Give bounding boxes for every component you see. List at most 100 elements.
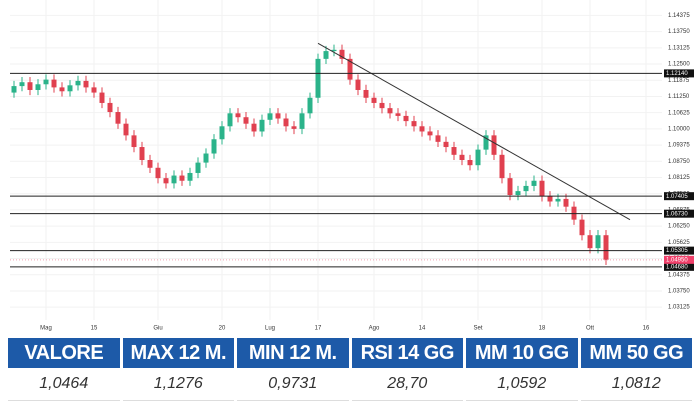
candle-body (211, 139, 217, 154)
chart: 1.14375 1.13750 1.13125 1.12500 1.11875 1.112… (10, 0, 694, 332)
candle-body (147, 160, 153, 168)
candle-body (171, 175, 177, 184)
level-label: 1.05305 (666, 248, 688, 254)
candle-body (67, 85, 73, 92)
candle-body (547, 196, 553, 202)
y-tick-label: 1.10000 (668, 126, 690, 132)
candle-body (603, 235, 609, 260)
candle-body (51, 79, 57, 88)
x-tick-label: Ago (369, 326, 380, 332)
y-tick-label: 1.13125 (668, 45, 690, 51)
candle-body (259, 119, 265, 132)
y-tick-label: 1.10625 (668, 110, 690, 116)
x-tick-label: Mag (40, 326, 52, 332)
candle-body (427, 131, 433, 136)
value-cell: 0,9731 (237, 368, 349, 401)
candle-body (195, 162, 201, 173)
last-price-box (664, 255, 694, 264)
candle-body (35, 84, 41, 90)
level-label: 1.04680 (666, 264, 688, 270)
candle-body (411, 121, 417, 127)
stats-table: VALORE MAX 12 M. MIN 12 M. RSI 14 GG MM 10 G… (8, 338, 692, 401)
y-tick-label: 1.12500 (668, 62, 690, 68)
candle-body (595, 235, 601, 249)
candle-body (587, 235, 593, 249)
last-price-label: 1.04950 (666, 257, 688, 263)
x-tick-label: 15 (91, 326, 98, 332)
candle-body (483, 135, 489, 150)
x-tick-label: 18 (539, 326, 546, 332)
candle-body (315, 58, 321, 98)
candle-body (523, 185, 529, 192)
candle-body (555, 198, 561, 202)
candle-body (283, 118, 289, 127)
candle-body (107, 102, 113, 113)
value-cell: 1,1276 (122, 368, 234, 401)
y-tick-label: 1.08125 (668, 175, 690, 181)
candle-body (371, 97, 377, 103)
candle-body (323, 51, 329, 59)
candle-body (123, 123, 129, 136)
level-label-box (664, 262, 694, 271)
level-label: 1.07405 (666, 194, 688, 200)
candle-body (251, 123, 257, 132)
candle-body (179, 175, 185, 181)
level-label-box (664, 69, 694, 78)
candle-body (539, 180, 545, 197)
x-tick-label: 17 (315, 326, 322, 332)
level-label-box (664, 209, 694, 218)
level-label: 1.06730 (666, 211, 688, 217)
value-cell: 28,70 (351, 368, 463, 401)
header-cell: VALORE (8, 338, 120, 368)
candle-body (499, 154, 505, 179)
candle-body (435, 135, 441, 142)
candle-body (203, 153, 209, 163)
candle-body (11, 86, 17, 93)
candle-body (19, 82, 25, 87)
level-label-box (664, 192, 694, 201)
header-cell: MAX 12 M. (122, 338, 234, 368)
candle-body (307, 97, 313, 114)
candle-body (347, 58, 353, 80)
header-cell: MM 50 GG (580, 338, 692, 368)
header-cell: MIN 12 M. (237, 338, 349, 368)
y-tick-label: 1.04375 (668, 272, 690, 278)
candle-body (355, 79, 361, 90)
value-cell: 1,0812 (580, 368, 692, 401)
candle-body (531, 180, 537, 186)
candle-body (187, 172, 193, 181)
y-tick-label: 1.03750 (668, 289, 690, 295)
candle-body (155, 167, 161, 179)
level-label-box (664, 246, 694, 255)
x-tick-label: 20 (219, 326, 226, 332)
y-tick-label: 1.09375 (668, 143, 690, 149)
candle-body (459, 154, 465, 160)
y-tick-label: 1.03125 (668, 305, 690, 311)
candle-body (339, 49, 345, 59)
candle-body (299, 113, 305, 129)
y-tick-label: 1.14375 (668, 13, 690, 19)
candle-body (99, 92, 105, 103)
candle-body (235, 113, 241, 118)
y-tick-label: 1.06250 (668, 224, 690, 230)
value-cell: 1,0464 (8, 368, 120, 401)
candle-body (91, 87, 97, 93)
x-tick-label: Ott (586, 326, 594, 332)
candle-body (507, 178, 513, 196)
candle-body (579, 219, 585, 236)
x-tick-label: 16 (643, 326, 650, 332)
level-label: 1.12140 (666, 71, 688, 77)
candle-body (139, 147, 145, 160)
y-tick-label: 1.13750 (668, 29, 690, 35)
candle-body (363, 89, 369, 98)
candle-body (443, 141, 449, 148)
x-tick-label: Lug (265, 326, 275, 332)
x-tick-label: Set (473, 326, 482, 332)
candle-body (475, 149, 481, 166)
candle-body (563, 198, 569, 207)
header-cell: MM 10 GG (466, 338, 578, 368)
candle-body (331, 49, 337, 52)
y-tick-label: 1.11875 (668, 78, 690, 84)
candle-body (395, 113, 401, 116)
